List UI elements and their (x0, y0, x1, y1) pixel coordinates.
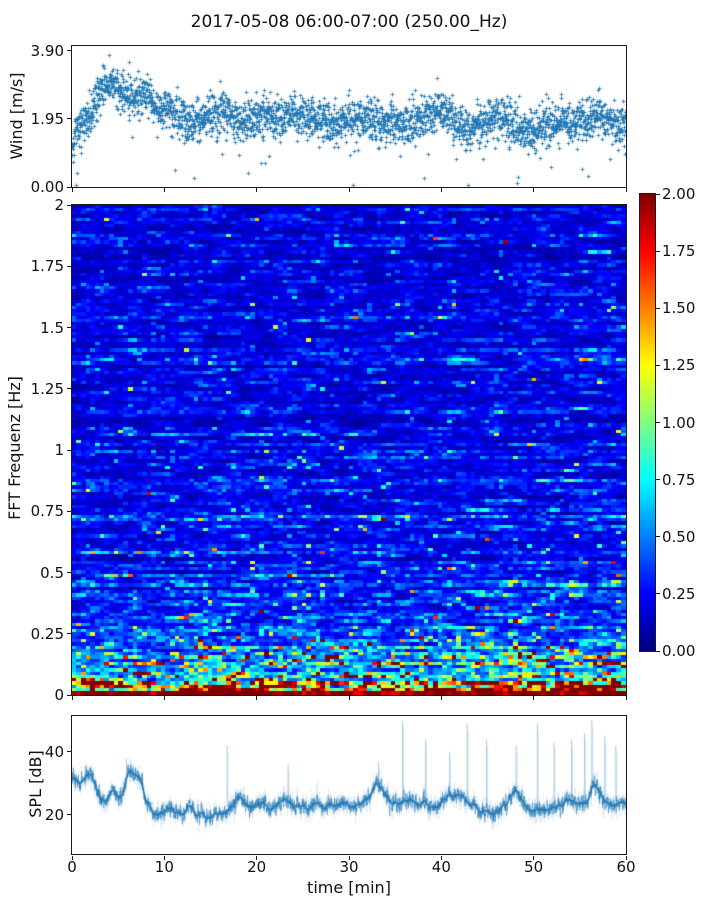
y-tick-label: 1.75 (30, 257, 64, 276)
y-tick-label: 1.5 (40, 318, 64, 337)
colorbar-tick-label: 0.00 (662, 642, 696, 660)
colorbar-tick-mark (656, 593, 660, 595)
y-tick-label: 0.00 (30, 178, 64, 196)
x-tick-mark (533, 696, 535, 700)
colorbar-tick-mark (656, 307, 660, 309)
figure-title: 2017-05-08 06:00-07:00 (250.00_Hz) (190, 12, 508, 32)
x-tick-mark (440, 856, 442, 860)
x-tick-mark (348, 856, 350, 860)
colorbar-tick-mark (656, 422, 660, 423)
y-tick-mark (67, 510, 71, 512)
spectrogram-canvas (72, 205, 626, 695)
wind-panel (71, 45, 627, 188)
x-tick-mark (625, 696, 627, 700)
y-tick-label: 0.5 (40, 563, 64, 582)
y-tick-label: 1 (54, 441, 64, 459)
colorbar-tick-mark (656, 193, 660, 195)
x-tick-label: 60 (616, 858, 636, 876)
colorbar-tick-label: 0.50 (662, 527, 696, 546)
y-tick-mark (67, 814, 71, 816)
x-tick-label: 20 (247, 858, 267, 876)
spectrogram-panel (71, 204, 627, 696)
x-tick-label: 50 (524, 858, 544, 876)
x-tick-mark (71, 696, 73, 700)
x-tick-mark (533, 856, 535, 860)
y-tick-label: 0 (54, 686, 64, 704)
y-tick-mark (67, 388, 71, 390)
y-tick-mark (67, 327, 71, 328)
y-tick-label: 0.25 (30, 624, 64, 643)
colorbar-tick-label: 1.25 (662, 356, 696, 375)
x-tick-label: 40 (431, 858, 451, 876)
colorbar-tick-mark (656, 536, 660, 538)
colorbar-tick-label: 1.00 (662, 413, 696, 432)
x-tick-mark (163, 188, 165, 192)
colorbar-tick-label: 1.75 (662, 242, 696, 261)
y-tick-mark (67, 118, 71, 120)
x-tick-mark (71, 856, 73, 860)
y-tick-mark (67, 50, 71, 52)
y-tick-label: 2 (54, 196, 64, 214)
x-tick-label: 30 (339, 858, 359, 876)
x-tick-mark (163, 856, 165, 860)
x-tick-mark (71, 188, 73, 192)
y-tick-label: 40 (44, 742, 64, 761)
x-tick-mark (440, 188, 442, 192)
y-tick-mark (67, 449, 71, 451)
x-tick-label: 10 (154, 858, 174, 876)
colorbar-canvas (640, 194, 655, 651)
y-tick-mark (67, 751, 71, 753)
y-tick-label: 0.75 (30, 502, 64, 521)
colorbar-tick-mark (656, 250, 660, 252)
x-tick-mark (625, 188, 627, 192)
colorbar-tick-mark (656, 479, 660, 481)
x-tick-mark (256, 696, 258, 700)
x-tick-mark (256, 856, 258, 860)
y-tick-mark (67, 572, 71, 573)
y-tick-mark (67, 186, 71, 188)
y-tick-label: 20 (44, 805, 64, 824)
x-tick-mark (440, 696, 442, 700)
colorbar-tick-label: 1.50 (662, 299, 696, 318)
spl-ylabel: SPL [dB] (26, 750, 45, 818)
y-tick-mark (67, 265, 71, 267)
x-tick-mark (348, 696, 350, 700)
colorbar-tick-mark (656, 364, 660, 366)
colorbar-tick-label: 0.75 (662, 470, 696, 489)
y-tick-label: 3.90 (30, 41, 64, 60)
y-tick-mark (67, 204, 71, 206)
y-tick-label: 1.95 (30, 109, 64, 128)
y-tick-label: 1.25 (30, 379, 64, 398)
spl-line-canvas (72, 716, 626, 854)
x-tick-label: 0 (67, 858, 77, 876)
x-tick-mark (625, 856, 627, 860)
spl-panel (71, 715, 627, 855)
colorbar-tick-label: 0.25 (662, 584, 696, 603)
colorbar-tick-mark (656, 650, 660, 652)
x-tick-mark (256, 188, 258, 192)
x-tick-mark (348, 188, 350, 192)
x-axis-label: time [min] (307, 878, 391, 897)
y-tick-mark (67, 633, 71, 635)
x-tick-mark (163, 696, 165, 700)
y-tick-mark (67, 694, 71, 696)
colorbar-tick-label: 2.00 (662, 185, 696, 203)
wind-scatter-canvas (72, 46, 626, 187)
x-tick-mark (533, 188, 535, 192)
colorbar (639, 193, 656, 652)
